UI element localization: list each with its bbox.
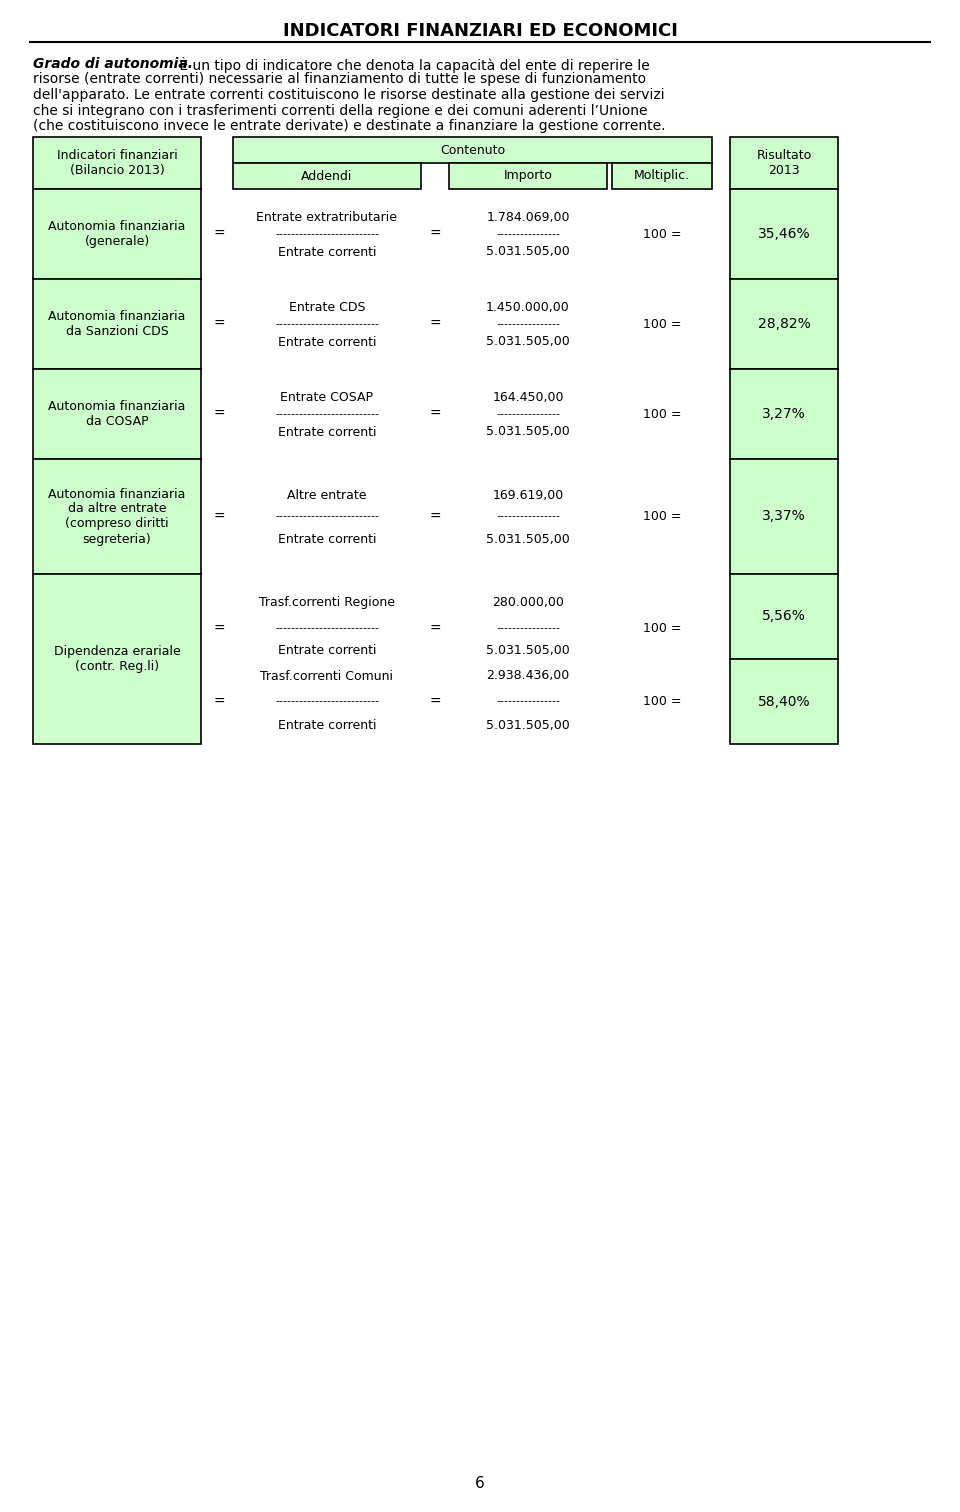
Text: Autonomia finanziaria
da altre entrate
(compreso diritti
segreteria): Autonomia finanziaria da altre entrate (… [48, 487, 185, 546]
Text: =: = [429, 227, 441, 240]
Text: 100 =: 100 = [643, 227, 682, 240]
Text: Entrate CDS: Entrate CDS [289, 301, 365, 314]
Text: --------------------------: -------------------------- [275, 410, 379, 419]
Text: 5.031.505,00: 5.031.505,00 [486, 245, 570, 259]
Text: 2.938.436,00: 2.938.436,00 [487, 670, 569, 682]
Text: Trasf.correnti Regione: Trasf.correnti Regione [259, 596, 395, 609]
Text: =: = [213, 621, 225, 635]
Text: =: = [213, 694, 225, 709]
Text: 5.031.505,00: 5.031.505,00 [486, 644, 570, 658]
Text: 164.450,00: 164.450,00 [492, 392, 564, 404]
Bar [730, 460, 838, 575]
Text: Addendi: Addendi [301, 169, 352, 183]
Bar [33, 460, 201, 575]
Text: --------------------------: -------------------------- [275, 697, 379, 706]
Text: Contenuto: Contenuto [440, 144, 505, 157]
Text: 169.619,00: 169.619,00 [492, 490, 564, 502]
Text: ----------------: ---------------- [496, 623, 560, 634]
Text: --------------------------: -------------------------- [275, 511, 379, 522]
Bar [233, 138, 712, 163]
Text: =: = [213, 227, 225, 240]
Text: 5,56%: 5,56% [762, 609, 806, 623]
Text: 5.031.505,00: 5.031.505,00 [486, 336, 570, 348]
Text: =: = [429, 621, 441, 635]
Text: Dipendenza erariale
(contr. Reg.li): Dipendenza erariale (contr. Reg.li) [54, 646, 180, 673]
Text: ----------------: ---------------- [496, 319, 560, 330]
Text: che si integrano con i trasferimenti correnti della regione e dei comuni aderent: che si integrano con i trasferimenti cor… [33, 103, 647, 118]
Text: 28,82%: 28,82% [757, 318, 810, 331]
Text: 100 =: 100 = [643, 318, 682, 331]
Text: 100 =: 100 = [643, 621, 682, 635]
Bar [33, 369, 201, 460]
Text: Entrate correnti: Entrate correnti [277, 718, 376, 732]
Text: Autonomia finanziaria
da COSAP: Autonomia finanziaria da COSAP [48, 401, 185, 428]
Text: Indicatori finanziari
(Bilancio 2013): Indicatori finanziari (Bilancio 2013) [57, 150, 178, 177]
Text: Grado di autonomia.: Grado di autonomia. [33, 57, 193, 71]
Text: Importo: Importo [504, 169, 552, 183]
Text: INDICATORI FINANZIARI ED ECONOMICI: INDICATORI FINANZIARI ED ECONOMICI [282, 23, 678, 39]
Text: (che costituiscono invece le entrate derivate) e destinate a finanziare la gesti: (che costituiscono invece le entrate der… [33, 119, 665, 133]
Text: =: = [213, 407, 225, 420]
Bar [730, 575, 838, 659]
Text: 58,40%: 58,40% [757, 694, 810, 709]
Text: 1.784.069,00: 1.784.069,00 [487, 212, 569, 224]
Text: 5.031.505,00: 5.031.505,00 [486, 425, 570, 438]
Bar [449, 163, 607, 189]
Text: =: = [213, 318, 225, 331]
Text: ----------------: ---------------- [496, 697, 560, 706]
Text: 35,46%: 35,46% [757, 227, 810, 240]
Text: Entrate extratributarie: Entrate extratributarie [256, 212, 397, 224]
Text: È un tipo di indicatore che denota la capacità del ente di reperire le: È un tipo di indicatore che denota la ca… [175, 57, 650, 73]
Text: Altre entrate: Altre entrate [287, 490, 367, 502]
Text: --------------------------: -------------------------- [275, 228, 379, 239]
Text: Entrate correnti: Entrate correnti [277, 245, 376, 259]
Text: 100 =: 100 = [643, 696, 682, 708]
Text: 3,37%: 3,37% [762, 510, 805, 523]
Bar [33, 189, 201, 280]
Bar [730, 369, 838, 460]
Bar [612, 163, 712, 189]
Text: Entrate correnti: Entrate correnti [277, 644, 376, 658]
Bar [33, 575, 201, 744]
Bar [33, 138, 201, 189]
Text: =: = [429, 694, 441, 709]
Bar [33, 280, 201, 369]
Text: dell'apparato. Le entrate correnti costituiscono le risorse destinate alla gesti: dell'apparato. Le entrate correnti costi… [33, 88, 664, 101]
Text: Entrate correnti: Entrate correnti [277, 425, 376, 438]
Text: Entrate correnti: Entrate correnti [277, 534, 376, 546]
Text: --------------------------: -------------------------- [275, 623, 379, 634]
Text: ----------------: ---------------- [496, 511, 560, 522]
Text: 5.031.505,00: 5.031.505,00 [486, 718, 570, 732]
Bar [730, 138, 838, 189]
Text: 280.000,00: 280.000,00 [492, 596, 564, 609]
Text: =: = [429, 407, 441, 420]
Text: 3,27%: 3,27% [762, 407, 805, 420]
Text: Risultato
2013: Risultato 2013 [756, 150, 811, 177]
Text: 100 =: 100 = [643, 408, 682, 420]
Text: Entrate correnti: Entrate correnti [277, 336, 376, 348]
Text: 1.450.000,00: 1.450.000,00 [486, 301, 570, 314]
Text: =: = [429, 510, 441, 523]
Text: Entrate COSAP: Entrate COSAP [280, 392, 373, 404]
Text: 6: 6 [475, 1477, 485, 1491]
Text: Trasf.correnti Comuni: Trasf.correnti Comuni [260, 670, 394, 682]
Text: Autonomia finanziaria
da Sanzioni CDS: Autonomia finanziaria da Sanzioni CDS [48, 310, 185, 339]
Text: =: = [429, 318, 441, 331]
Bar [233, 163, 421, 189]
Text: Autonomia finanziaria
(generale): Autonomia finanziaria (generale) [48, 221, 185, 248]
Text: risorse (entrate correnti) necessarie al finanziamento di tutte le spese di funz: risorse (entrate correnti) necessarie al… [33, 73, 646, 86]
Text: 100 =: 100 = [643, 510, 682, 523]
Bar [730, 280, 838, 369]
Text: 5.031.505,00: 5.031.505,00 [486, 534, 570, 546]
Text: ----------------: ---------------- [496, 228, 560, 239]
Text: --------------------------: -------------------------- [275, 319, 379, 330]
Bar [730, 189, 838, 280]
Bar [730, 659, 838, 744]
Text: Moltiplic.: Moltiplic. [634, 169, 690, 183]
Text: ----------------: ---------------- [496, 410, 560, 419]
Text: =: = [213, 510, 225, 523]
